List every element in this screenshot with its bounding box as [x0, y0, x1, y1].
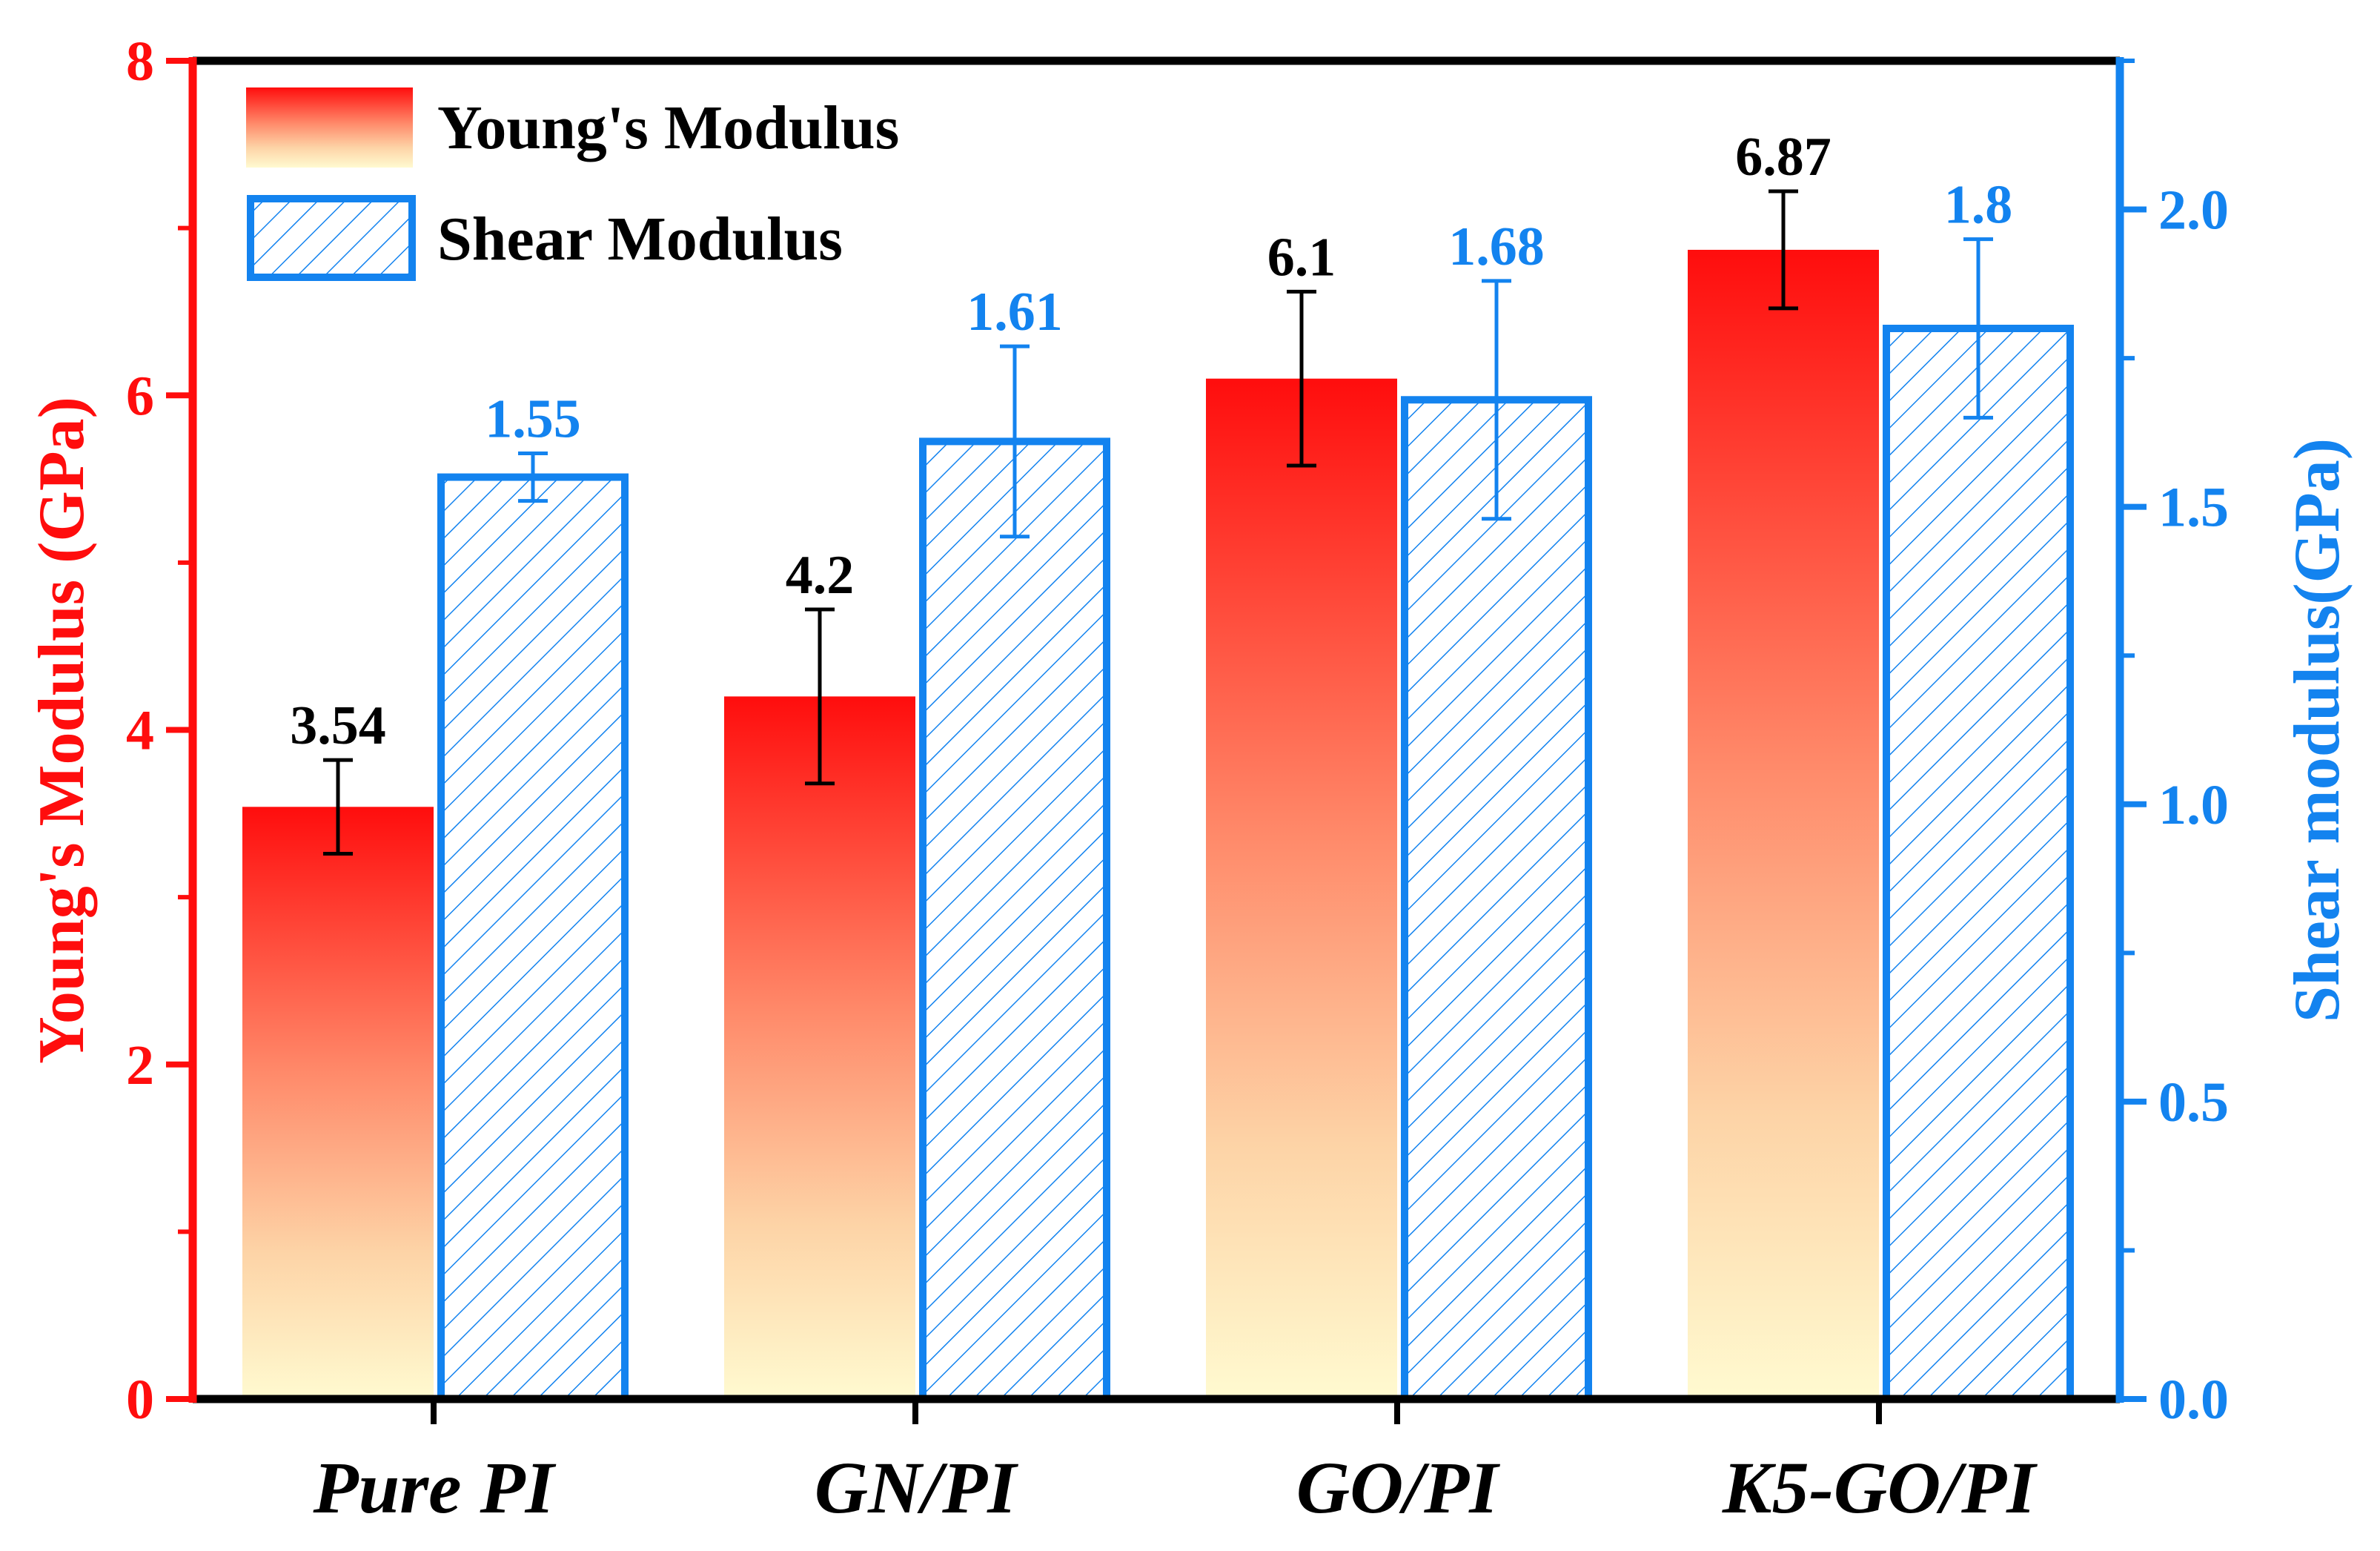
legend-swatch-young — [246, 87, 413, 168]
legend: Young's Modulus Shear Modulus — [246, 87, 899, 281]
shear-bars — [437, 325, 2074, 1403]
x-tick-label-3: K5-GO/PI — [1722, 1446, 2038, 1529]
bar-shear-3 — [1883, 325, 2074, 1403]
bar-shear-2 — [1401, 396, 1592, 1403]
error-bars — [323, 189, 1993, 856]
bar-young-3 — [1688, 249, 1879, 1399]
legend-swatch-shear — [247, 195, 416, 281]
left-axis-ticks: 0 2 4 6 8 — [126, 30, 193, 1431]
right-tick-label-4: 2.0 — [2158, 179, 2229, 242]
left-tick-label-4: 8 — [126, 30, 154, 93]
x-axis-ticks: Pure PI GN/PI GO/PI K5-GO/PI — [313, 1399, 2038, 1529]
value-label-shear-2: 1.68 — [1448, 216, 1545, 277]
left-tick-label-3: 6 — [126, 365, 154, 427]
value-label-young-1: 4.2 — [786, 545, 855, 606]
bar-shear-0 — [437, 473, 629, 1403]
x-tick-label-2: GO/PI — [1296, 1446, 1500, 1529]
bar-young-0 — [242, 807, 434, 1399]
right-tick-label-3: 1.5 — [2158, 477, 2229, 539]
right-tick-label-0: 0.0 — [2158, 1369, 2229, 1431]
right-axis-ticks: 0.0 0.5 1.0 1.5 2.0 — [2120, 59, 2229, 1431]
right-axis-title: Shear modulus(GPa) — [2281, 438, 2353, 1022]
value-label-young-3: 6.87 — [1735, 127, 1832, 188]
value-label-young-0: 3.54 — [290, 695, 386, 756]
legend-label-young: Young's Modulus — [437, 93, 899, 162]
left-tick-label-2: 4 — [126, 700, 154, 762]
x-tick-label-0: Pure PI — [313, 1446, 557, 1529]
left-tick-label-0: 0 — [126, 1369, 154, 1431]
x-tick-label-1: GN/PI — [815, 1446, 1018, 1529]
bar-shear-1 — [919, 437, 1110, 1403]
left-axis-title: Young's Modulus (GPa) — [26, 397, 98, 1064]
value-label-young-2: 6.1 — [1267, 227, 1336, 288]
bar-young-2 — [1206, 378, 1397, 1399]
legend-label-shear: Shear Modulus — [437, 205, 843, 274]
value-labels: 3.54 1.55 4.2 1.61 6.1 1.68 6.87 1.8 — [290, 127, 2012, 756]
right-tick-label-1: 0.5 — [2158, 1071, 2229, 1134]
value-label-shear-1: 1.61 — [967, 282, 1063, 343]
value-label-shear-0: 1.55 — [485, 388, 581, 449]
right-tick-label-2: 1.0 — [2158, 774, 2229, 836]
left-tick-label-1: 2 — [126, 1034, 154, 1097]
value-label-shear-3: 1.8 — [1944, 175, 2013, 236]
young-bars — [242, 249, 1879, 1399]
bar-young-1 — [724, 696, 915, 1399]
